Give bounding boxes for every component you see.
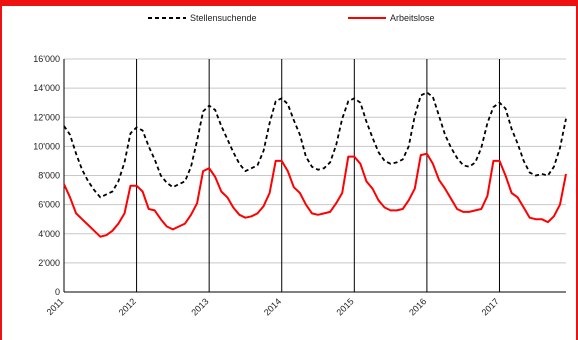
legend-label-arbeitslose: Arbeitslose <box>390 13 435 23</box>
legend-label-stellensuchende: Stellensuchende <box>190 13 257 23</box>
red-header-bar <box>2 0 578 6</box>
y-axis-ticks: 0 2'000 4'000 6'000 8'000 10'000 12'000 14'000 1… <box>33 54 60 297</box>
legend: Stellensuchende Arbeitslose <box>148 13 435 23</box>
y-tick-label: 2'000 <box>38 258 60 268</box>
x-tick-label: 2017 <box>480 296 501 317</box>
x-tick-label: 2016 <box>407 296 428 317</box>
y-tick-label: 12'000 <box>33 112 60 122</box>
y-tick-label: 4'000 <box>38 229 60 239</box>
y-tick-label: 14'000 <box>33 83 60 93</box>
x-tick-label: 2013 <box>189 296 210 317</box>
series-line-stellensuchende <box>63 91 567 199</box>
x-tick-label: 2014 <box>262 296 283 317</box>
x-tick-label: 2011 <box>45 296 66 317</box>
y-tick-label: 0 <box>55 287 60 297</box>
x-axis-ticks: 2011 2012 2013 2014 2015 2016 2017 <box>45 296 501 317</box>
series-line-arbeitslose <box>63 152 567 238</box>
y-tick-label: 6'000 <box>38 200 60 210</box>
axes <box>63 59 566 293</box>
series-lines <box>63 91 567 238</box>
x-tick-label: 2012 <box>117 296 138 317</box>
y-tick-label: 16'000 <box>33 54 60 64</box>
x-tick-label: 2015 <box>334 296 355 317</box>
y-tick-label: 8'000 <box>38 171 60 181</box>
y-tick-label: 10'000 <box>33 141 60 151</box>
